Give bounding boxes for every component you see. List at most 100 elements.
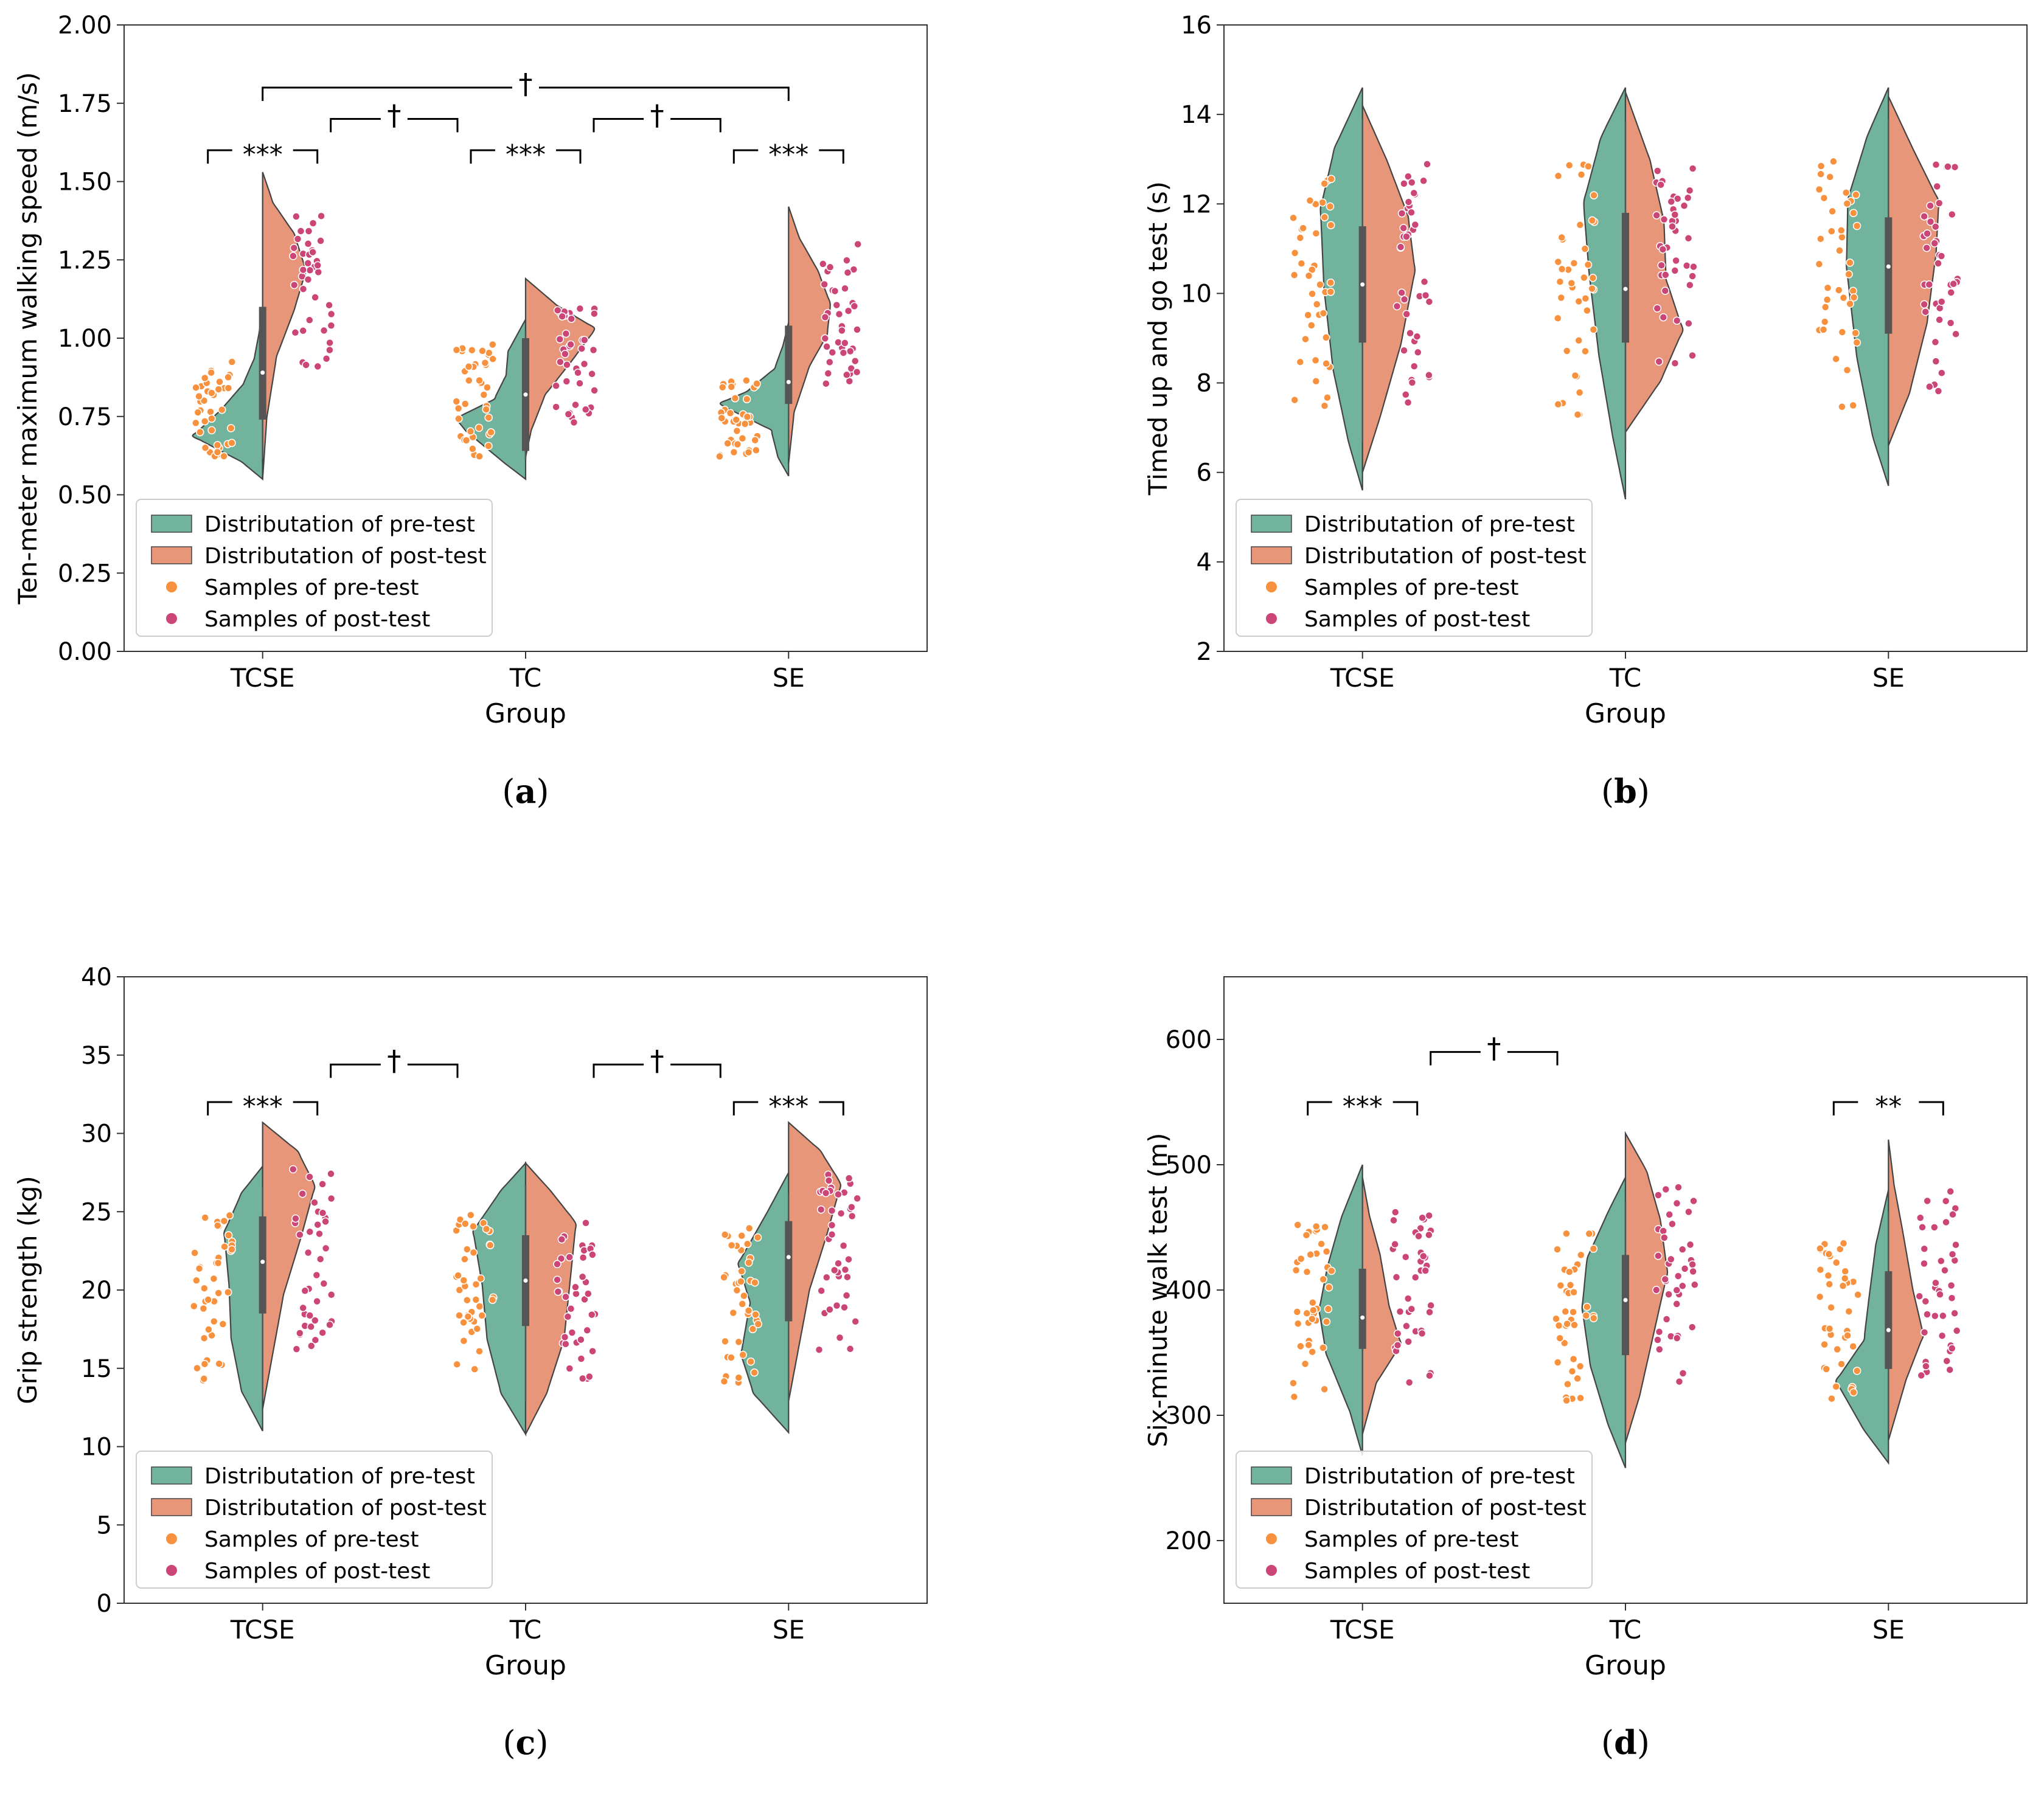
pre-sample-dot bbox=[454, 414, 463, 423]
pre-sample-dot bbox=[207, 389, 216, 397]
pre-sample-dot bbox=[1827, 227, 1836, 236]
pre-sample-dot bbox=[193, 1364, 201, 1373]
pre-sample-dot bbox=[190, 1302, 198, 1311]
post-sample-dot bbox=[1423, 160, 1431, 168]
pre-sample-dot bbox=[745, 1224, 754, 1233]
pre-sample-dot bbox=[200, 417, 209, 426]
post-sample-dot bbox=[552, 403, 560, 411]
significance-label: *** bbox=[768, 139, 808, 170]
pre-sample-dot bbox=[737, 1277, 745, 1286]
pre-sample-dot bbox=[475, 376, 484, 385]
post-sample-dot bbox=[311, 1336, 320, 1345]
pre-sample-dot bbox=[464, 1312, 473, 1321]
post-sample-dot bbox=[1667, 1255, 1675, 1264]
post-sample-dot bbox=[1920, 1328, 1929, 1337]
pre-sample-dot bbox=[1844, 270, 1853, 279]
pre-sample-dot bbox=[742, 376, 751, 385]
pre-sample-dot bbox=[1576, 1362, 1585, 1371]
pre-sample-dot bbox=[1849, 209, 1858, 217]
pre-sample-dot bbox=[720, 1230, 729, 1239]
post-sample-dot bbox=[843, 370, 851, 380]
significance-label: † bbox=[650, 99, 664, 132]
violin-group-tc bbox=[452, 277, 599, 481]
post-sample-dot bbox=[1405, 1378, 1414, 1387]
post-sample-dot bbox=[1670, 359, 1680, 367]
post-sample-dot bbox=[1662, 1315, 1671, 1323]
legend-samp-post-label: Samples of post-test bbox=[1304, 1559, 1530, 1584]
post-sample-dot bbox=[1926, 201, 1934, 210]
pre-sample-dot bbox=[1580, 273, 1588, 282]
significance-bracket-1: † bbox=[330, 1044, 459, 1078]
pre-sample-dot bbox=[1556, 1334, 1564, 1342]
pre-sample-dot bbox=[1582, 1311, 1591, 1320]
bracket-left bbox=[330, 1063, 381, 1078]
post-sample-dot bbox=[844, 307, 853, 315]
pre-sample-dot bbox=[1291, 1266, 1301, 1275]
post-sample-dot bbox=[553, 1275, 561, 1284]
y-axis-label: Ten-meter maximum walking speed (m/s) bbox=[13, 72, 43, 605]
post-sample-dot bbox=[1688, 272, 1697, 280]
bracket-right bbox=[539, 86, 790, 101]
post-sample-dot bbox=[821, 1188, 830, 1198]
pre-sample-dot bbox=[1301, 335, 1310, 344]
post-sample-dot bbox=[1934, 387, 1943, 395]
pre-sample-dot bbox=[467, 1211, 475, 1219]
x-tick-label: SE bbox=[773, 663, 805, 693]
post-sample-dot bbox=[1920, 300, 1928, 309]
pre-sample-dot bbox=[743, 1240, 752, 1249]
pre-sample-dot bbox=[471, 1295, 481, 1304]
x-tick-label: TCSE bbox=[1330, 663, 1395, 693]
legend-samp-post-swatch bbox=[1266, 1565, 1277, 1576]
post-sample-dot bbox=[1684, 234, 1693, 243]
post-sample-dot bbox=[575, 379, 584, 388]
post-sample-dot bbox=[293, 235, 302, 243]
post-sample-dot bbox=[826, 263, 835, 272]
post-sample-dot bbox=[1935, 316, 1944, 324]
post-sample-dot bbox=[844, 1174, 853, 1183]
pre-sample-dot bbox=[1554, 314, 1562, 323]
post-sample-dot bbox=[299, 265, 308, 274]
pre-sample-dot bbox=[192, 383, 200, 392]
iqr-box-se bbox=[1885, 1271, 1893, 1369]
post-sample-dot bbox=[1397, 209, 1406, 218]
pre-sample-dot bbox=[1816, 170, 1825, 179]
post-sample-dot bbox=[1931, 161, 1941, 169]
post-sample-dot bbox=[1654, 1191, 1663, 1199]
median-dot-tcse bbox=[1360, 282, 1365, 287]
pre-sample-dot bbox=[192, 1276, 201, 1285]
pre-sample-dot bbox=[1589, 1244, 1598, 1253]
pre-sample-dot bbox=[1327, 221, 1335, 229]
post-sample-dot bbox=[325, 1320, 334, 1329]
post-sample-dot bbox=[1404, 172, 1413, 181]
pre-sample-dot bbox=[481, 358, 490, 367]
post-violin-se bbox=[788, 1121, 842, 1402]
significance-bracket-2: *** bbox=[470, 139, 582, 170]
y-tick-label: 500 bbox=[1166, 1151, 1212, 1179]
post-sample-dot bbox=[299, 327, 307, 335]
pre-sample-dot bbox=[1554, 1321, 1563, 1330]
legend-dist-post-swatch bbox=[151, 1498, 192, 1516]
median-dot-tcse bbox=[260, 370, 265, 375]
legend-dist-post-label: Distributation of post-test bbox=[1304, 544, 1587, 569]
post-sample-dot bbox=[1421, 291, 1430, 300]
post-sample-dot bbox=[1952, 1240, 1960, 1249]
significance-bracket-4: *** bbox=[732, 139, 844, 170]
post-sample-dot bbox=[1922, 243, 1931, 252]
post-sample-dot bbox=[1683, 193, 1692, 203]
post-sample-dot bbox=[1931, 338, 1940, 347]
violin-group-se bbox=[715, 206, 862, 477]
legend-dist-pre-swatch bbox=[151, 515, 192, 533]
pre-sample-dot bbox=[1552, 1314, 1560, 1323]
y-tick-label: 30 bbox=[81, 1120, 112, 1148]
pre-sample-dot bbox=[1560, 1339, 1569, 1348]
post-sample-dot bbox=[311, 293, 319, 302]
post-sample-dot bbox=[1413, 332, 1422, 341]
post-sample-dot bbox=[822, 379, 830, 388]
pre-sample-dot bbox=[1308, 1347, 1316, 1356]
pre-sample-dot bbox=[465, 376, 473, 385]
pre-sample-dot bbox=[1326, 202, 1335, 211]
pre-sample-dot bbox=[1816, 1244, 1824, 1253]
pre-sample-dot bbox=[720, 1273, 728, 1281]
pre-violin-tc bbox=[455, 319, 527, 481]
pre-sample-dot bbox=[218, 1320, 228, 1328]
